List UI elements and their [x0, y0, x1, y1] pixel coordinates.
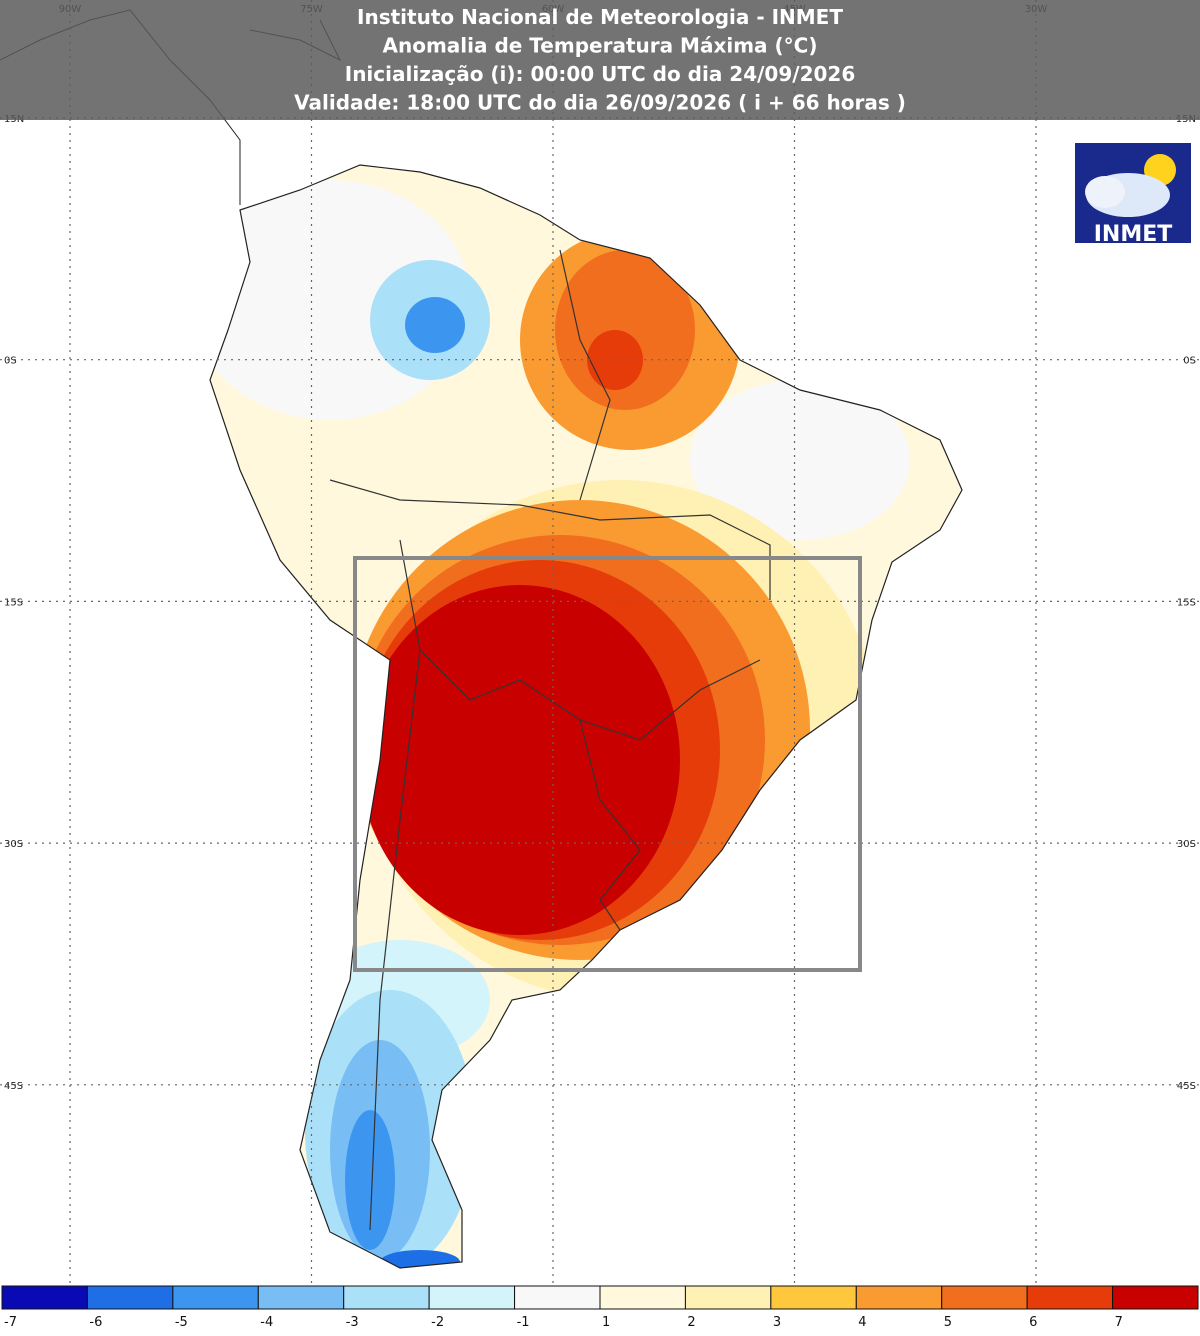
colorbar-label: 1	[602, 1315, 610, 1330]
colorbar-label: 6	[1029, 1315, 1037, 1330]
colorbar-label: -6	[89, 1315, 102, 1330]
header-line: Anomalia de Temperatura Máxima (°C)	[383, 34, 818, 58]
colorbar-cell	[599, 1285, 686, 1310]
header: Instituto Nacional de Meteorologia - INM…	[294, 5, 906, 115]
colorbar-label: 5	[944, 1315, 952, 1330]
colorbar-label: -2	[431, 1315, 444, 1330]
lat-label: 15S	[4, 597, 23, 608]
inmet-logo: INMET	[1075, 143, 1191, 247]
header-line: Inicialização (i): 00:00 UTC do dia 24/0…	[345, 62, 855, 86]
colorbar-cell	[514, 1285, 601, 1310]
colorbar-cell	[1112, 1285, 1199, 1310]
focus-box	[353, 556, 862, 972]
logo-text: INMET	[1094, 222, 1173, 247]
colorbar-cell	[343, 1285, 430, 1310]
colorbar-cell	[684, 1285, 772, 1310]
header-line: Instituto Nacional de Meteorologia - INM…	[357, 5, 843, 29]
colorbar-label: -4	[260, 1315, 273, 1330]
colorbar-label: -3	[346, 1315, 359, 1330]
colorbar-label: 4	[858, 1315, 866, 1330]
colorbar-cell	[941, 1285, 1028, 1310]
colorbar-label: -5	[175, 1315, 188, 1330]
colorbar: -7 -6 -5 -4 -3 -2 -1 1 2 3 4 5 6 7	[1, 1285, 1199, 1330]
colorbar-label: 2	[687, 1315, 695, 1330]
lat-label: 0S	[1183, 356, 1196, 367]
lat-label: 45S	[4, 1081, 23, 1092]
colorbar-cell	[172, 1285, 259, 1310]
header-line: Validade: 18:00 UTC do dia 26/09/2026 ( …	[294, 91, 906, 115]
colorbar-cell	[428, 1285, 516, 1310]
colorbar-cell	[770, 1285, 857, 1310]
colorbar-cell	[257, 1285, 345, 1310]
country-borders	[329, 249, 771, 1231]
colorbar-label: -1	[517, 1315, 530, 1330]
colorbar-label: -7	[4, 1315, 17, 1330]
colorbar-cell	[1, 1285, 88, 1310]
lat-label: 30S	[4, 839, 23, 850]
lat-label: 30S	[1177, 839, 1196, 850]
lat-label: 0S	[4, 356, 17, 367]
lat-label: 15S	[1177, 597, 1196, 608]
colorbar-cell	[1026, 1285, 1114, 1310]
colorbar-cell	[855, 1285, 943, 1310]
colorbar-cell	[86, 1285, 174, 1310]
colorbar-label: 7	[1115, 1315, 1123, 1330]
header-band	[0, 0, 1200, 120]
colorbar-label: 3	[773, 1315, 781, 1330]
lat-label: 45S	[1177, 1081, 1196, 1092]
